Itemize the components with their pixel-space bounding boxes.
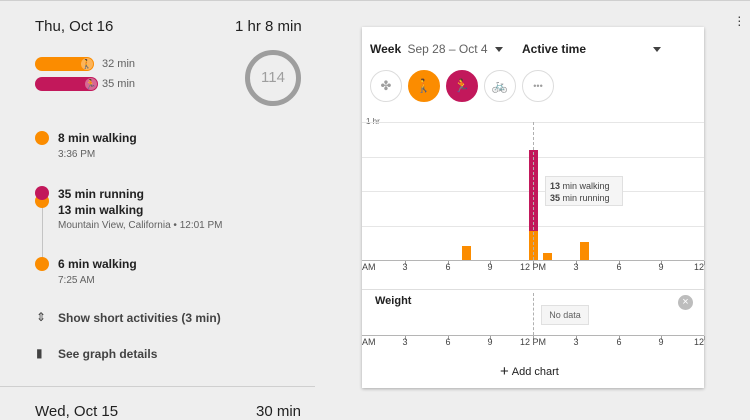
event-title[interactable]: 6 min walking xyxy=(58,257,137,271)
x-tick-label: 9 xyxy=(487,262,493,272)
top-divider xyxy=(0,0,750,1)
x-tick-label: 6 xyxy=(445,337,451,347)
x-tick-label: 9 xyxy=(487,337,493,347)
x-tick xyxy=(490,261,491,265)
walking-summary-label: 32 min xyxy=(102,58,136,70)
event-title[interactable]: 35 min running xyxy=(58,187,145,201)
close-icon[interactable]: × xyxy=(678,295,693,310)
event-title[interactable]: 8 min walking xyxy=(58,131,137,145)
running-icon: 🏃 xyxy=(85,78,97,90)
x-tick-label: 9 xyxy=(658,262,664,272)
x-tick xyxy=(661,336,662,340)
weight-chart-title: Weight xyxy=(375,295,412,307)
x-tick-label: AM xyxy=(362,337,376,347)
x-tick xyxy=(448,336,449,340)
all-activities-icon[interactable]: ✤ xyxy=(370,70,402,102)
walking-bar xyxy=(462,246,471,260)
x-tick xyxy=(576,261,577,265)
x-tick-label: 9 xyxy=(658,337,664,347)
more-vert-icon[interactable]: · · · xyxy=(737,8,742,32)
section-divider xyxy=(362,289,704,290)
event-time: 3:36 PM xyxy=(58,149,96,160)
x-tick-label: AM xyxy=(362,262,376,272)
x-tick xyxy=(405,336,406,340)
running-icon[interactable]: 🏃 xyxy=(446,70,478,102)
x-axis xyxy=(362,335,704,336)
running-dot xyxy=(35,186,49,200)
x-tick-label: 6 xyxy=(616,337,622,347)
running-summary-bar: 🏃 xyxy=(35,77,98,91)
day-total: 1 hr 8 min xyxy=(235,18,302,35)
x-tick xyxy=(533,336,534,340)
day-summary-panel: Thu, Oct 16 1 hr 8 min 🚶 32 min 🏃 35 min… xyxy=(0,1,330,420)
tooltip-walking-unit: min walking xyxy=(562,181,610,191)
current-time-marker xyxy=(533,293,534,335)
ring-value: 114 xyxy=(261,69,285,86)
x-tick xyxy=(576,336,577,340)
metric-selector[interactable]: Active time xyxy=(522,42,587,56)
x-tick xyxy=(704,261,705,265)
x-tick-label: 12 xyxy=(693,337,704,347)
current-time-marker xyxy=(533,122,534,260)
tooltip-walking-value: 13 xyxy=(550,181,561,191)
add-chart-label: Add chart xyxy=(511,366,559,378)
event-title-secondary[interactable]: 13 min walking xyxy=(58,203,144,217)
next-day-title: Wed, Oct 15 xyxy=(35,403,119,420)
x-tick xyxy=(619,261,620,265)
event-location-time: Mountain View, California • 12:01 PM xyxy=(58,220,223,231)
y-axis-label: 1 hr xyxy=(366,117,380,126)
walking-dot xyxy=(35,131,49,145)
period-selector[interactable]: Week Sep 28 – Oct 4 xyxy=(370,42,488,56)
chevron-down-icon[interactable] xyxy=(653,47,661,52)
chevron-down-icon[interactable] xyxy=(495,47,503,52)
x-tick-label: 3 xyxy=(402,262,408,272)
walking-icon[interactable]: 🚶 xyxy=(408,70,440,102)
x-tick-label: 3 xyxy=(402,337,408,347)
walking-bar xyxy=(580,242,589,260)
event-time: 7:25 AM xyxy=(58,275,95,286)
tooltip-running-value: 35 xyxy=(550,193,561,203)
running-summary-label: 35 min xyxy=(102,78,136,90)
show-short-activities-link[interactable]: Show short activities (3 min) xyxy=(58,311,221,325)
biking-icon[interactable]: 🚲 xyxy=(484,70,516,102)
heart-points-ring: 114 xyxy=(245,50,301,106)
x-tick xyxy=(448,261,449,265)
x-tick-label: 12 PM xyxy=(519,337,546,347)
add-chart-button[interactable]: + Add chart xyxy=(500,363,559,380)
no-data-label: No data xyxy=(541,305,589,325)
x-tick-label: 6 xyxy=(616,262,622,272)
more-icon[interactable]: ••• xyxy=(522,70,554,102)
x-tick xyxy=(661,261,662,265)
expand-icon: ⇕ xyxy=(36,310,47,324)
timeline-connector xyxy=(42,201,43,259)
x-tick xyxy=(704,336,705,340)
period-range: Sep 28 – Oct 4 xyxy=(407,42,488,56)
x-tick-label: 3 xyxy=(573,337,579,347)
walking-dot xyxy=(35,257,49,271)
plus-icon: + xyxy=(500,363,509,380)
day-divider xyxy=(0,386,315,387)
x-tick xyxy=(490,336,491,340)
walking-bar xyxy=(543,253,552,260)
bar-chart-icon: ▮ xyxy=(36,346,43,360)
x-tick xyxy=(619,336,620,340)
chart-card: Week Sep 28 – Oct 4 Active time ✤ 🚶 🏃 🚲 ••• … xyxy=(362,27,705,388)
x-tick-label: 12 PM xyxy=(519,262,546,272)
period-label: Week xyxy=(370,42,402,56)
x-tick xyxy=(533,261,534,265)
x-tick-label: 6 xyxy=(445,262,451,272)
walking-summary-bar: 🚶 xyxy=(35,57,94,71)
x-axis xyxy=(362,260,704,261)
x-tick xyxy=(405,261,406,265)
see-graph-details-link[interactable]: See graph details xyxy=(58,347,158,361)
walking-icon: 🚶 xyxy=(81,58,93,70)
x-tick-label: 12 xyxy=(693,262,704,272)
next-day-total: 30 min xyxy=(256,403,302,420)
chart-tooltip: 13 min walking 35 min running xyxy=(545,176,623,206)
tooltip-running-unit: min running xyxy=(562,193,610,203)
day-title: Thu, Oct 16 xyxy=(35,18,114,35)
x-tick-label: 3 xyxy=(573,262,579,272)
